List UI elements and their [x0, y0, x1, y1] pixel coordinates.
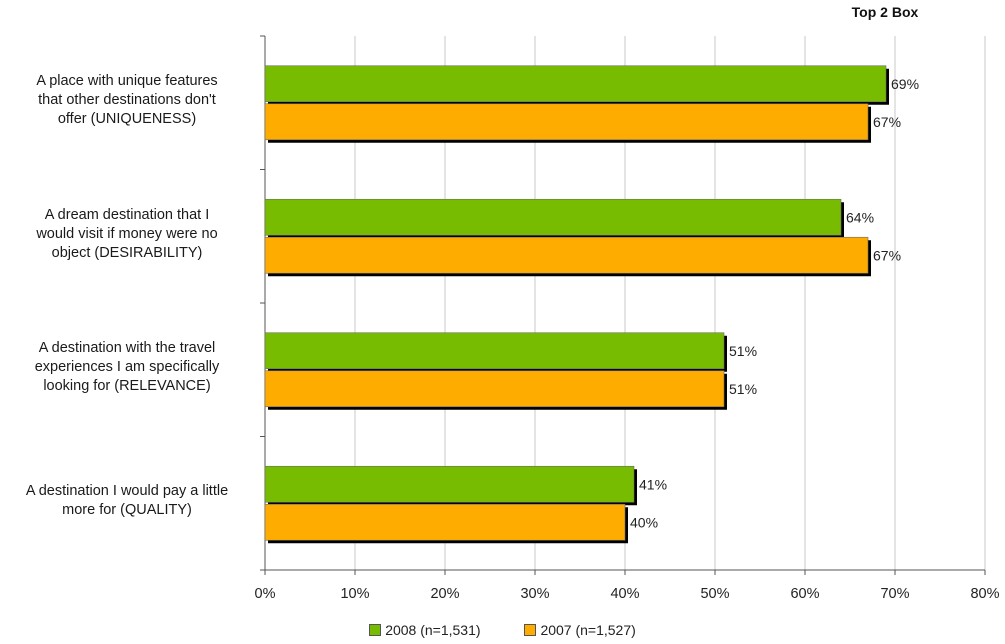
category-label: A destination I would pay a little more f…: [2, 482, 252, 520]
x-tick-label: 80%: [970, 586, 999, 602]
category-label-line: more for (QUALITY): [62, 502, 192, 519]
bar-2007: [264, 370, 725, 408]
bar-value-label: 41%: [639, 476, 667, 492]
bar-value-label: 40%: [630, 514, 658, 530]
bar-value-label: 51%: [729, 381, 757, 397]
category-label-line: experiences I am specifically: [34, 359, 220, 376]
category-label-line: would visit if money were no: [36, 225, 218, 242]
bar-2008: [264, 332, 725, 370]
category-label-line: object (DESIRABILITY): [51, 244, 203, 261]
x-tick-label: 10%: [340, 586, 369, 602]
x-tick-label: 0%: [255, 586, 276, 602]
category-label: A place with unique features that other d…: [2, 72, 252, 129]
bar-2008: [264, 65, 887, 103]
bar-value-label: 51%: [729, 343, 757, 359]
bar-2007: [264, 236, 869, 274]
bar-value-label: 64%: [846, 209, 874, 225]
x-tick-label: 50%: [700, 586, 729, 602]
x-tick-label: 60%: [790, 586, 819, 602]
category-label-line: looking for (RELEVANCE): [43, 378, 211, 395]
legend-label-2008: 2008 (n=1,531): [385, 622, 481, 638]
x-tick-label: 20%: [430, 586, 459, 602]
bar-2007: [264, 103, 869, 141]
bar-2008: [264, 465, 635, 503]
category-label-line: offer (UNIQUENESS): [57, 111, 197, 128]
legend-swatch-2008: [369, 624, 382, 636]
x-tick-label: 70%: [880, 586, 909, 602]
category-label-line: A destination with the travel: [38, 340, 216, 357]
bar-2007: [264, 503, 626, 541]
bar-value-label: 69%: [891, 76, 919, 92]
category-label: A dream destination that I would visit if…: [2, 206, 252, 263]
x-tick-label: 40%: [610, 586, 639, 602]
category-label-line: that other destinations don't: [38, 92, 216, 109]
legend-swatch-2007: [524, 624, 537, 636]
category-label-line: A place with unique features: [36, 73, 218, 90]
category-label: A destination with the travel experiences…: [2, 339, 252, 396]
legend-item-2007: 2007 (n=1,527): [524, 622, 636, 638]
x-tick-label: 30%: [520, 586, 549, 602]
bar-2008: [264, 198, 842, 236]
legend: 2008 (n=1,531) 2007 (n=1,527): [0, 622, 1005, 639]
legend-label-2007: 2007 (n=1,527): [540, 622, 636, 638]
chart-header: Top 2 Box: [851, 4, 919, 20]
bar-value-label: 67%: [873, 247, 901, 263]
legend-item-2008: 2008 (n=1,531): [369, 622, 481, 638]
category-label-line: A destination I would pay a little: [25, 483, 229, 500]
bar-value-label: 67%: [873, 114, 901, 130]
category-label-line: A dream destination that I: [44, 206, 210, 223]
